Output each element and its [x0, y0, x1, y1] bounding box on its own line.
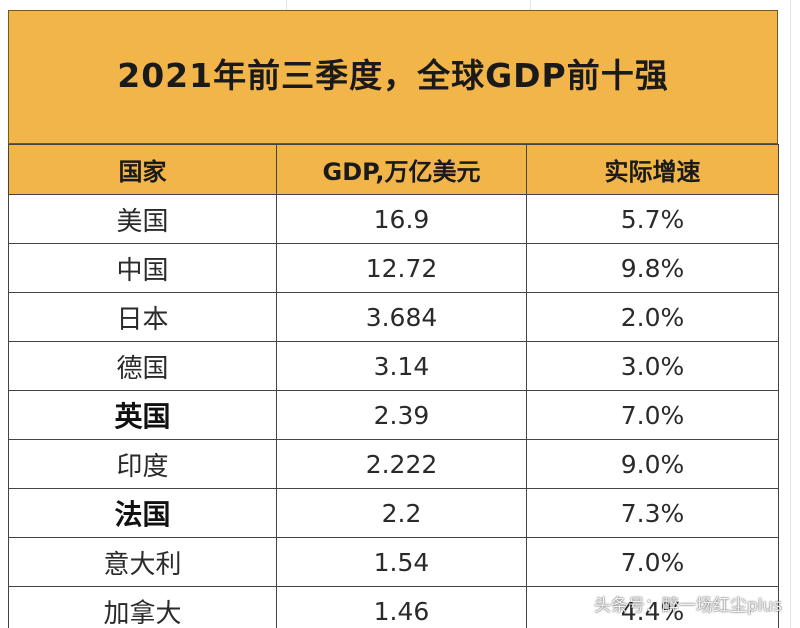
table-row: 意大利 1.54 7.0% — [8, 537, 779, 587]
cell-gdp[interactable]: 2.39 — [276, 390, 527, 440]
cell-growth[interactable]: 5.7% — [526, 194, 779, 244]
cell-growth[interactable]: 7.0% — [526, 537, 779, 587]
cell-growth[interactable]: 7.3% — [526, 488, 779, 538]
cell-country[interactable]: 中国 — [8, 243, 277, 293]
cell-growth[interactable]: 9.8% — [526, 243, 779, 293]
cell-country[interactable]: 意大利 — [8, 537, 277, 587]
cell-gdp[interactable]: 1.46 — [276, 586, 527, 628]
watermark: 头条号：醉一场红尘plus — [593, 596, 782, 616]
column-header-gdp[interactable]: GDP,万亿美元 — [276, 144, 527, 195]
grid-line — [790, 0, 791, 628]
cell-country[interactable]: 日本 — [8, 292, 277, 342]
cell-gdp[interactable]: 12.72 — [276, 243, 527, 293]
gdp-table: 国家 GDP,万亿美元 实际增速 美国 16.9 5.7% 中国 12.72 9… — [8, 144, 779, 628]
cell-gdp[interactable]: 2.2 — [276, 488, 527, 538]
cell-country[interactable]: 美国 — [8, 194, 277, 244]
table-row: 印度 2.222 9.0% — [8, 439, 779, 489]
cell-growth[interactable]: 2.0% — [526, 292, 779, 342]
cell-growth[interactable]: 4.4% — [526, 586, 779, 628]
table-title: 2021年前三季度，全球GDP前十强 — [117, 56, 669, 95]
cell-country[interactable]: 印度 — [8, 439, 277, 489]
cell-gdp[interactable]: 3.684 — [276, 292, 527, 342]
cell-country[interactable]: 德国 — [8, 341, 277, 391]
cell-country[interactable]: 英国 — [8, 390, 277, 440]
cell-gdp[interactable]: 3.14 — [276, 341, 527, 391]
table-row: 法国 2.2 7.3% — [8, 488, 779, 538]
table-row: 中国 12.72 9.8% — [8, 243, 779, 293]
title-cell[interactable]: 2021年前三季度，全球GDP前十强 — [8, 10, 778, 144]
cell-gdp[interactable]: 16.9 — [276, 194, 527, 244]
cell-growth[interactable]: 3.0% — [526, 341, 779, 391]
table-row: 英国 2.39 7.0% — [8, 390, 779, 440]
header-row: 国家 GDP,万亿美元 实际增速 — [8, 144, 779, 195]
column-header-growth[interactable]: 实际增速 — [526, 144, 779, 195]
table-row: 美国 16.9 5.7% — [8, 194, 779, 244]
cell-growth[interactable]: 7.0% — [526, 390, 779, 440]
cell-country[interactable]: 加拿大 — [8, 586, 277, 628]
table-row: 日本 3.684 2.0% — [8, 292, 779, 342]
cell-gdp[interactable]: 1.54 — [276, 537, 527, 587]
cell-country[interactable]: 法国 — [8, 488, 277, 538]
cell-growth[interactable]: 9.0% — [526, 439, 779, 489]
table-row: 加拿大 1.46 4.4% — [8, 586, 779, 628]
table-row: 德国 3.14 3.0% — [8, 341, 779, 391]
cell-gdp[interactable]: 2.222 — [276, 439, 527, 489]
column-header-country[interactable]: 国家 — [8, 144, 277, 195]
